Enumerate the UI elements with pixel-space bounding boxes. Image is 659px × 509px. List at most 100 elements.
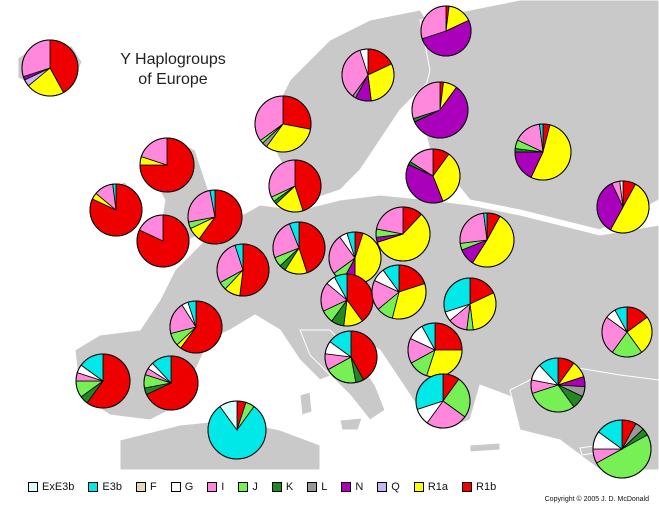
legend-swatch: [207, 482, 218, 492]
pie-turkey: [530, 357, 586, 413]
map-title: Y Haplogroups of Europe: [98, 50, 248, 90]
pie-outline: [405, 148, 461, 204]
pie-france: [169, 300, 223, 354]
pie-denmark: [268, 159, 322, 213]
legend-label: E3b: [102, 481, 122, 493]
legend-swatch: [271, 482, 282, 492]
pie-england: [187, 189, 243, 245]
legend-item-j: J: [238, 481, 258, 493]
legend-item-e3b: E3b: [88, 481, 122, 493]
legend-label: R1b: [476, 481, 497, 493]
legend-swatch: [170, 482, 181, 492]
pie-outline: [254, 95, 312, 153]
pie-ireland: [89, 183, 143, 237]
pie-outline: [341, 48, 395, 102]
legend-label: J: [252, 481, 258, 493]
pie-italy: [324, 330, 378, 384]
pie-outline: [420, 5, 472, 57]
legend-item-g: G: [170, 481, 194, 493]
legend-label: Q: [391, 481, 400, 493]
legend-label: K: [285, 481, 294, 493]
pie-chart-layer: [21, 5, 653, 479]
map-title-line1: Y Haplogroups: [120, 51, 226, 68]
crete-land: [469, 442, 501, 453]
pie-outline: [143, 355, 199, 411]
pie-outline: [136, 214, 190, 268]
legend-item-q: Q: [377, 481, 400, 493]
pie-outline: [75, 353, 131, 409]
legend-label: G: [184, 481, 194, 493]
pie-outline: [216, 243, 270, 297]
pie-east-iberia: [143, 355, 199, 411]
legend-item-exe3b: ExE3b: [28, 481, 74, 493]
pie-wales: [136, 214, 190, 268]
pie-outline: [371, 264, 427, 320]
pie-poland: [375, 206, 431, 262]
pie-ukraine: [328, 231, 382, 285]
pie-outline: [592, 419, 652, 479]
copyright-note: Copyright © 2005 J. D. McDonald: [544, 496, 649, 503]
legend-item-l: L: [307, 481, 327, 493]
pie-outline: [139, 137, 195, 193]
legend-label: F: [150, 481, 157, 493]
legend-item-k: K: [271, 481, 294, 493]
legend-label: N: [355, 481, 364, 493]
pie-outline: [459, 212, 515, 268]
legend-swatch: [238, 482, 249, 492]
legend-swatch: [377, 482, 388, 492]
pie-central-russia: [596, 180, 650, 234]
legend-swatch: [462, 482, 473, 492]
pie-north-africa: [207, 400, 267, 460]
legend-label: L: [321, 481, 328, 493]
pie-belarus: [459, 212, 515, 268]
pie-west-iberia: [75, 353, 131, 409]
pie-outline: [272, 221, 326, 275]
pie-outline: [415, 373, 471, 429]
pie-north-russia: [514, 123, 572, 181]
pie-czechia: [371, 264, 427, 320]
sardinia-land: [299, 391, 313, 416]
pie-romania: [601, 306, 653, 358]
legend-item-r1b: R1b: [462, 481, 496, 493]
legend-swatch: [413, 482, 424, 492]
pie-alps: [407, 322, 463, 378]
sicily-land: [339, 417, 363, 431]
pie-outline: [375, 206, 431, 262]
map-title-line2: of Europe: [138, 71, 208, 88]
pie-iceland: [21, 39, 79, 97]
pie-netherlands: [216, 243, 270, 297]
pie-norway: [254, 95, 312, 153]
pie-outline: [601, 306, 653, 358]
pie-outline: [514, 123, 572, 181]
legend-item-r1a: R1a: [413, 481, 449, 493]
pie-scotland: [139, 137, 195, 193]
pie-outline: [530, 357, 586, 413]
pie-outline: [21, 39, 79, 97]
pie-outline: [207, 400, 267, 460]
legend-item-f: F: [136, 481, 157, 493]
pie-outline: [324, 330, 378, 384]
pie-baltic: [405, 148, 461, 204]
pie-north-sweden: [341, 48, 395, 102]
legend-label: I: [221, 481, 225, 493]
pie-finland: [411, 81, 469, 139]
pie-south-germany: [320, 273, 374, 327]
legend-item-n: N: [341, 481, 363, 493]
pie-levant: [592, 419, 652, 479]
pie-finnmark: [420, 5, 472, 57]
legend-swatch: [341, 482, 352, 492]
legend-label: R1a: [427, 481, 449, 493]
pie-north-germany: [272, 221, 326, 275]
legend-swatch: [307, 482, 318, 492]
legend-item-i: I: [207, 481, 224, 493]
pie-outline: [268, 159, 322, 213]
pie-outline: [169, 300, 223, 354]
pie-outline: [596, 180, 650, 234]
legend-swatch: [88, 482, 99, 492]
pie-outline: [443, 277, 497, 331]
legend: ExE3b E3b F G I J K L N Q R1a R1b: [28, 479, 510, 495]
pie-outline: [89, 183, 143, 237]
legend-swatch: [28, 482, 38, 492]
legend-swatch: [136, 482, 146, 492]
